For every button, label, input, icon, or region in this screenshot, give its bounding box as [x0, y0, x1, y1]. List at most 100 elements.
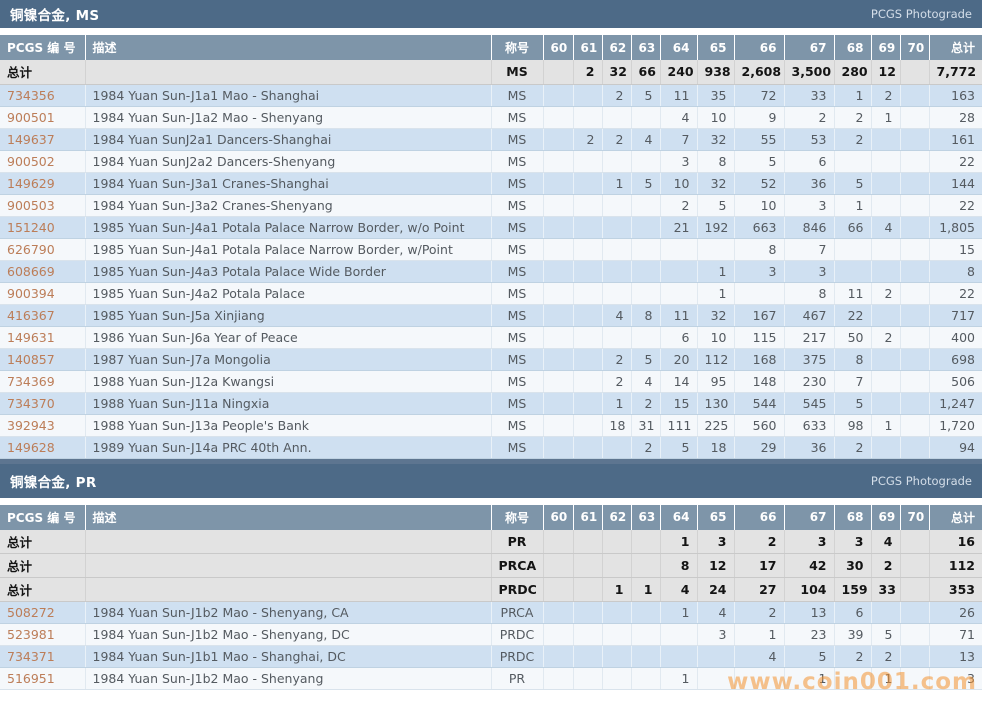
grade-62-cell: 2 — [602, 348, 632, 371]
pcgs-number-link[interactable]: 149637 — [0, 128, 86, 151]
grade-63-cell — [631, 150, 661, 173]
col-header-60: 60 — [543, 504, 574, 530]
grade-68-cell: 5 — [834, 172, 872, 195]
row-total-cell: 698 — [929, 348, 982, 371]
grade-60-cell — [543, 348, 574, 371]
grade-66-cell — [734, 667, 785, 690]
grade-61-cell — [573, 106, 603, 129]
pcgs-number-link[interactable]: 149631 — [0, 326, 86, 349]
grade-61-cell — [573, 623, 603, 646]
col-header-68: 68 — [834, 35, 872, 60]
grade-69-cell: 2 — [871, 282, 901, 305]
grade-66-cell: 1 — [734, 623, 785, 646]
description-cell: 1984 Yuan Sun-J1b2 Mao - Shenyang, DC — [85, 623, 492, 646]
totals-description-cell — [85, 60, 492, 85]
pcgs-number-link[interactable]: 900501 — [0, 106, 86, 129]
pcgs-number-link[interactable]: 523981 — [0, 623, 86, 646]
pcgs-number-link[interactable]: 734370 — [0, 392, 86, 415]
grade-64-cell: 15 — [660, 392, 698, 415]
pcgs-number-link[interactable]: 392943 — [0, 414, 86, 437]
pcgs-number-link[interactable]: 900394 — [0, 282, 86, 305]
grade-designation-cell: PRDC — [491, 623, 544, 646]
pcgs-number-link[interactable]: 734356 — [0, 84, 86, 107]
grade-designation-cell: MS — [491, 194, 544, 217]
table-header-row: PCGS 编 号描述 称号 60 61 62 63 64 65 66 67 68 69 70 总计 — [0, 504, 982, 530]
grade-69-cell — [871, 238, 901, 261]
grade-70-cell — [900, 392, 930, 415]
grade-70-cell — [900, 436, 930, 459]
grade-66-cell: 167 — [734, 304, 785, 327]
totals-grade-61-cell — [573, 577, 603, 602]
pcgs-number-link[interactable]: 508272 — [0, 601, 86, 624]
grade-67-cell: 7 — [784, 238, 835, 261]
grade-69-cell: 2 — [871, 326, 901, 349]
totals-grade-64-cell: 240 — [660, 60, 698, 85]
grade-66-cell: 560 — [734, 414, 785, 437]
grade-designation-cell: MS — [491, 128, 544, 151]
grade-65-cell: 3 — [697, 623, 735, 646]
grade-61-cell — [573, 84, 603, 107]
row-total-cell: 1,720 — [929, 414, 982, 437]
photograde-link[interactable]: PCGS Photograde — [870, 473, 972, 488]
grade-63-cell: 5 — [631, 84, 661, 107]
grade-68-cell: 39 — [834, 623, 872, 646]
pcgs-number-link[interactable]: 626790 — [0, 238, 86, 261]
grade-67-cell: 53 — [784, 128, 835, 151]
grade-64-cell — [660, 623, 698, 646]
grade-70-cell — [900, 667, 930, 690]
grade-63-cell — [631, 623, 661, 646]
pcgs-number-link[interactable]: 900503 — [0, 194, 86, 217]
grade-65-cell: 5 — [697, 194, 735, 217]
grade-68-cell: 5 — [834, 392, 872, 415]
pcgs-number-link[interactable]: 151240 — [0, 216, 86, 239]
col-header-description: 描述 — [85, 35, 492, 60]
grade-67-cell: 375 — [784, 348, 835, 371]
row-total-cell: 1,805 — [929, 216, 982, 239]
grade-61-cell — [573, 150, 603, 173]
grade-69-cell — [871, 172, 901, 195]
grade-65-cell: 10 — [697, 106, 735, 129]
grade-63-cell — [631, 216, 661, 239]
totals-grade-62-cell: 32 — [602, 60, 632, 85]
row-total-cell: 28 — [929, 106, 982, 129]
pcgs-number-link[interactable]: 140857 — [0, 348, 86, 371]
grade-68-cell: 1 — [834, 84, 872, 107]
grade-63-cell — [631, 238, 661, 261]
pcgs-number-link[interactable]: 149628 — [0, 436, 86, 459]
grade-66-cell — [734, 282, 785, 305]
grade-61-cell — [573, 216, 603, 239]
grade-65-cell: 1 — [697, 260, 735, 283]
grade-70-cell — [900, 601, 930, 624]
grade-61-cell — [573, 601, 603, 624]
row-total-cell: 26 — [929, 601, 982, 624]
photograde-link[interactable]: PCGS Photograde — [870, 7, 972, 21]
grade-67-cell: 846 — [784, 216, 835, 239]
grade-62-cell: 2 — [602, 128, 632, 151]
col-header-total: 总计 — [929, 504, 982, 530]
grade-68-cell: 11 — [834, 282, 872, 305]
grade-62-cell — [602, 667, 632, 690]
col-header-64: 64 — [660, 35, 698, 60]
section-header-bar: 铜镍合金, PR PCGS Photograde — [0, 463, 982, 498]
grade-65-cell — [697, 667, 735, 690]
pcgs-number-link[interactable]: 149629 — [0, 172, 86, 195]
pcgs-number-link[interactable]: 734371 — [0, 645, 86, 668]
grade-65-cell — [697, 645, 735, 668]
description-cell: 1984 Yuan Sun-J1a1 Mao - Shanghai — [85, 84, 492, 107]
grade-68-cell: 66 — [834, 216, 872, 239]
grade-67-cell: 2 — [784, 106, 835, 129]
grade-66-cell: 5 — [734, 150, 785, 173]
pcgs-number-link[interactable]: 900502 — [0, 150, 86, 173]
grade-66-cell: 9 — [734, 106, 785, 129]
grade-64-cell: 4 — [660, 106, 698, 129]
grade-65-cell: 112 — [697, 348, 735, 371]
totals-grade-66-cell: 2,608 — [734, 60, 785, 85]
grade-70-cell — [900, 260, 930, 283]
grade-60-cell — [543, 84, 574, 107]
row-total-cell: 161 — [929, 128, 982, 151]
section-title: 铜镍合金, PR — [10, 474, 97, 491]
pcgs-number-link[interactable]: 416367 — [0, 304, 86, 327]
pcgs-number-link[interactable]: 734369 — [0, 370, 86, 393]
pcgs-number-link[interactable]: 516951 — [0, 667, 86, 690]
pcgs-number-link[interactable]: 608669 — [0, 260, 86, 283]
